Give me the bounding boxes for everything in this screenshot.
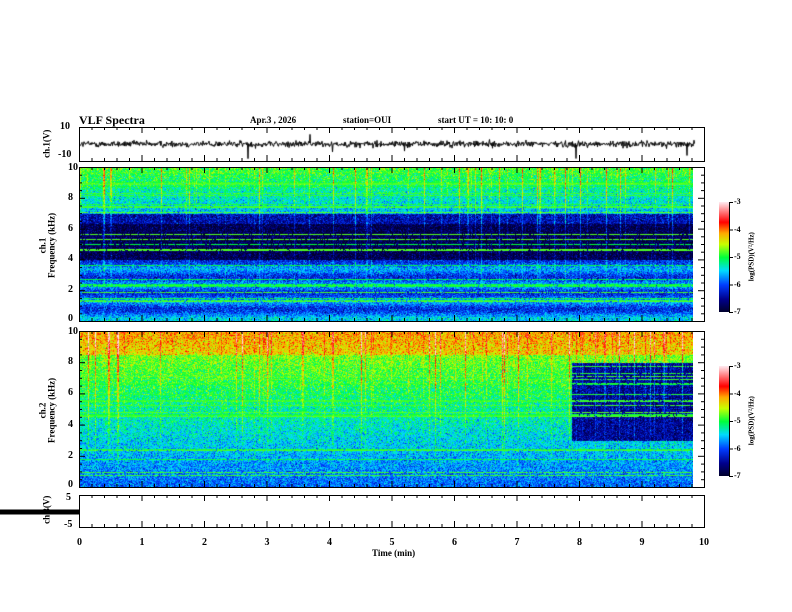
colorbar-tick-label: -5 (734, 416, 741, 425)
colorbar-tick-label: -5 (734, 252, 741, 261)
ch1-waveform-ylabel: ch.1(V) (41, 129, 52, 158)
x-tick-label: 5 (389, 537, 395, 548)
colorbar-tick-label: -6 (734, 443, 741, 453)
x-tick-label: 4 (327, 537, 332, 548)
x-tick-label: 3 (264, 537, 270, 548)
y-tick-label: 2 (68, 449, 73, 461)
colorbar-tick-label: -3 (734, 197, 741, 206)
y-tick-label: -5 (64, 519, 73, 530)
y-tick-label: 0 (68, 313, 73, 324)
y-tick-label: 6 (68, 222, 73, 234)
y-tick-label: 8 (68, 191, 73, 203)
y-tick-label: 4 (68, 418, 73, 430)
ylabel-line: Frequency (kHz) (47, 212, 57, 278)
y-tick-label: 8 (68, 356, 73, 368)
ch2-spectrogram (79, 331, 693, 487)
x-tick-label: 7 (514, 537, 520, 548)
x-tick-label: 9 (639, 537, 645, 548)
x-tick-label: 6 (452, 537, 457, 548)
y-tick-label: 6 (68, 387, 73, 399)
y-tick-label: 10 (68, 326, 78, 337)
ylabel-line: Frequency (kHz) (47, 377, 57, 443)
ch1-colorbar (719, 202, 729, 312)
start-time-label: start UT = 10: 10: 0 (438, 115, 514, 125)
colorbar-tick-label: -4 (734, 224, 741, 234)
x-axis-label: Time (min) (372, 548, 416, 558)
y-tick-label: 0 (68, 479, 73, 490)
y-tick-label: 5 (66, 492, 71, 503)
ch1-spectrogram-frame (79, 167, 705, 322)
x-tick-label: 1 (139, 537, 145, 548)
ch2-colorbar (719, 366, 729, 476)
colorbar-tick-label: -7 (734, 471, 741, 480)
colorbar-tick-label: -4 (734, 388, 741, 398)
x-tick-label: 10 (699, 537, 709, 548)
y-tick-label: 2 (68, 284, 73, 296)
date-label: Apr.3 , 2026 (250, 115, 297, 125)
ch2-spectrogram-ylabel: ch.2 Frequency (kHz) (38, 360, 58, 460)
x-tick-label: 2 (202, 537, 207, 548)
y-tick-label: 10 (60, 121, 70, 132)
x-tick-label: 8 (577, 537, 582, 548)
colorbar-tick-label: -6 (734, 279, 741, 289)
ch1-colorbar-label: log(PSD)(V²/Hz) (747, 232, 756, 282)
ch2-colorbar-label: log(PSD)(V²/Hz) (747, 396, 756, 446)
y-tick-label: -10 (58, 149, 72, 160)
figure-title: VLF Spectra (79, 113, 145, 127)
y-tick-label: 10 (68, 162, 78, 173)
ch1-spectrogram (79, 167, 693, 321)
ch1-spectrogram-ylabel: ch.1 Frequency (kHz) (38, 195, 58, 295)
y-tick-label: 4 (68, 253, 73, 265)
colorbar-tick-label: -7 (734, 307, 741, 316)
ch3-waveform-ylabel: ch.3(V) (41, 495, 52, 524)
x-tick-label: 0 (77, 537, 82, 548)
ch2-spectrogram-frame (79, 331, 705, 488)
colorbar-tick-label: -3 (734, 361, 741, 370)
station-label: station=OUI (343, 115, 392, 125)
